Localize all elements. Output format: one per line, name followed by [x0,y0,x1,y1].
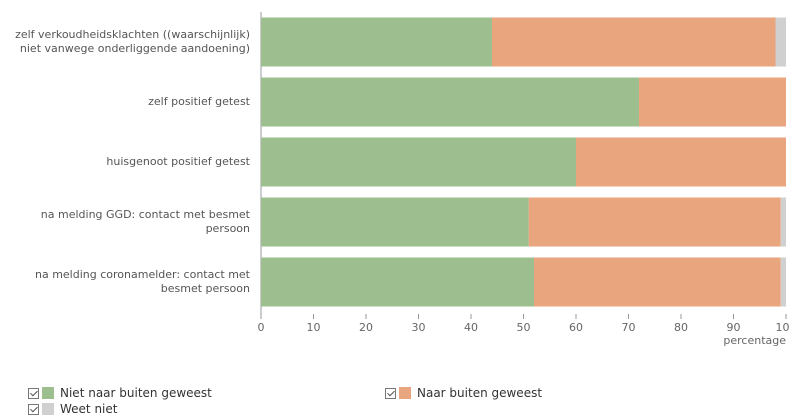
bar-segment [780,257,786,307]
x-tick-label: 100 [776,321,790,334]
x-tick-label: 30 [412,321,426,334]
bar-segment [261,137,576,187]
legend-swatch [42,387,54,399]
x-tick-label: 20 [359,321,373,334]
x-tick-label: 10 [307,321,321,334]
x-tick-label: 90 [727,321,741,334]
bar-segment [492,17,776,67]
x-tick-label: 40 [464,321,478,334]
legend-checkbox[interactable] [28,387,39,399]
x-tick-label: 80 [674,321,688,334]
legend-checkbox[interactable] [385,387,396,399]
legend-item[interactable]: Weet niet [28,402,117,416]
bar-segment [775,17,786,67]
category-label: zelf verkoudheidsklachten ((waarschijnli… [15,28,250,55]
x-axis-label: percentage [723,334,786,347]
legend-checkbox[interactable] [28,403,39,415]
legend-swatch [42,403,54,415]
legend-swatch [399,387,411,399]
bar-segment [639,77,786,127]
bar-segment [261,257,534,307]
legend-label: Weet niet [60,402,118,416]
category-label: na melding coronamelder: contact met bes… [34,268,250,295]
legend-label: Niet naar buiten geweest [60,386,212,400]
bar-segment [780,197,786,247]
x-tick-label: 50 [517,321,531,334]
bar-segment [534,257,781,307]
bar-segment [261,77,639,127]
x-tick-label: 0 [258,321,265,334]
bar-segment [261,17,492,67]
category-label: huisgenoot positief getest [106,155,250,168]
legend-item[interactable]: Niet naar buiten geweest [28,386,212,400]
legend-item[interactable]: Naar buiten geweest [385,386,542,400]
x-tick-label: 60 [569,321,583,334]
bar-segment [261,197,529,247]
bar-segment [528,197,781,247]
category-label: zelf positief getest [148,95,250,108]
x-tick-label: 70 [622,321,636,334]
category-label: na melding GGD: contact met besmet perso… [40,208,250,235]
bar-segment [576,137,786,187]
legend-label: Naar buiten geweest [417,386,543,400]
